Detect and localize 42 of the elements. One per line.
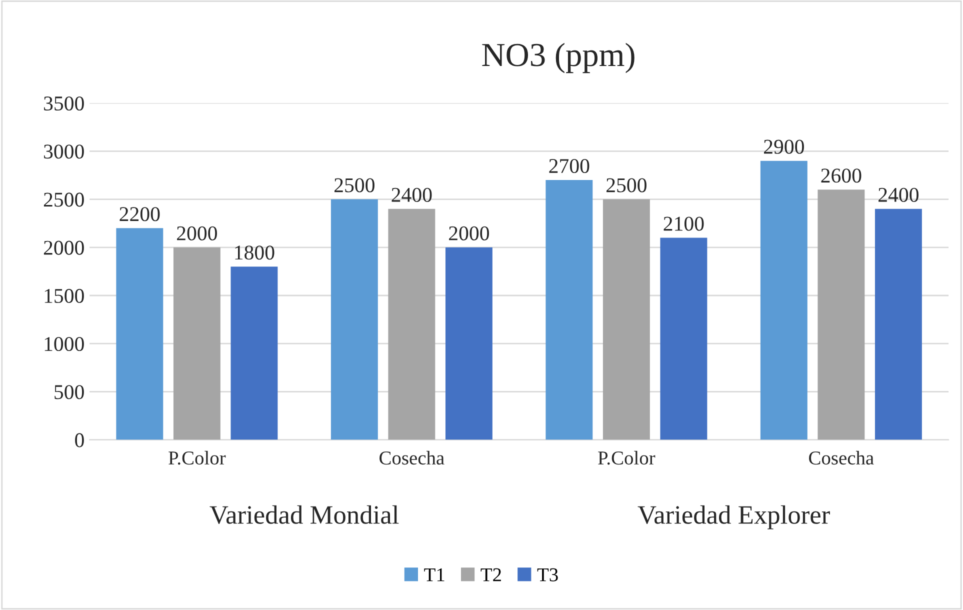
- data-label: 2400: [878, 188, 918, 202]
- data-label: 2100: [664, 216, 704, 231]
- bar: [445, 247, 492, 440]
- bar: [388, 208, 436, 440]
- text: Variedad Explorer: [638, 505, 830, 530]
- y-tick-label: 1500: [44, 288, 84, 303]
- y-tick-label: 500: [54, 385, 84, 400]
- text: Variedad Mondial: [210, 505, 399, 524]
- y-tick-label: 2000: [44, 240, 84, 255]
- chart-title: NO3 (ppm): [482, 42, 634, 74]
- data-label: 2700: [549, 158, 590, 174]
- data-label: 2000: [177, 226, 217, 240]
- y-tick-label: 2500: [44, 192, 84, 207]
- data-label: 2900: [764, 140, 804, 154]
- bar: [874, 208, 922, 440]
- y-tick-label: 3500: [44, 96, 84, 111]
- bar: [660, 238, 708, 440]
- data-label: 1800: [235, 246, 274, 260]
- bar: [173, 247, 220, 440]
- data-label: 2500: [334, 178, 374, 192]
- data-label: 2500: [606, 178, 646, 192]
- x-tick-label: P.Color: [598, 450, 656, 465]
- x-tick-label: Cosecha: [809, 450, 874, 465]
- x-tick-label: P.Color: [168, 450, 226, 465]
- y-tick-label: 3000: [44, 144, 84, 159]
- bar: [602, 199, 650, 440]
- bar: [116, 228, 164, 440]
- bar: [546, 180, 593, 440]
- bar: [330, 199, 378, 440]
- bar: [760, 160, 808, 440]
- data-label: 2400: [392, 188, 432, 202]
- legend-label: T3: [537, 568, 558, 582]
- bar: [230, 266, 278, 440]
- bar: [818, 190, 865, 440]
- y-tick-label: 1000: [44, 336, 84, 352]
- x-tick-label: Cosecha: [380, 450, 444, 465]
- legend-label: T1: [424, 568, 444, 582]
- data-label: 2000: [449, 226, 489, 240]
- legend-label: T2: [480, 568, 501, 582]
- data-label: 2200: [120, 207, 160, 222]
- y-tick-label: 0: [75, 433, 84, 448]
- data-label: 2600: [821, 168, 862, 183]
